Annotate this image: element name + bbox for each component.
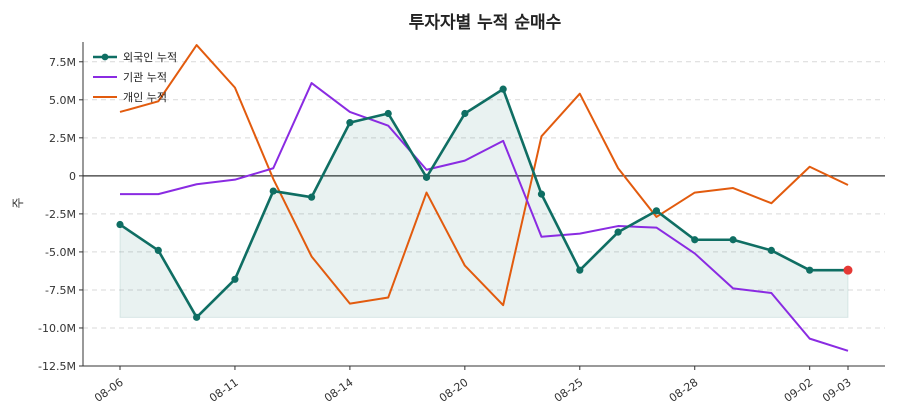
- series-lines: [116, 44, 853, 352]
- y-tick-label: -2.5M: [45, 208, 76, 221]
- data-point: [652, 207, 661, 215]
- data-point: [154, 246, 162, 254]
- data-point: [422, 173, 431, 181]
- y-tick-label: -5.0M: [45, 246, 76, 259]
- y-tick-label: 2.5M: [49, 132, 76, 145]
- series-line: [119, 44, 849, 307]
- x-tick-label: 09-03: [820, 376, 854, 405]
- y-tick-label: 5.0M: [49, 94, 76, 107]
- y-tick-label: -12.5M: [38, 360, 76, 373]
- data-point: [307, 193, 316, 201]
- x-tick-label: 08-28: [667, 376, 701, 405]
- x-tick-label: 08-20: [437, 376, 471, 405]
- chart-title: 투자자별 누적 순매수: [409, 13, 562, 33]
- legend-label: 기관 누적: [123, 71, 167, 84]
- data-point: [499, 85, 507, 93]
- x-tick-label: 09-02: [782, 376, 816, 405]
- y-tick-label: -7.5M: [45, 284, 76, 297]
- data-point: [576, 266, 584, 274]
- data-point: [806, 266, 814, 274]
- data-point: [231, 275, 239, 283]
- x-tick-label: 08-11: [207, 376, 241, 405]
- data-point: [614, 228, 622, 236]
- data-point: [384, 109, 392, 118]
- data-point: [843, 265, 853, 275]
- data-point: [461, 109, 469, 118]
- data-point: [767, 246, 775, 254]
- y-tick-label: 7.5M: [49, 56, 76, 69]
- series-line: [119, 87, 848, 319]
- data-point: [537, 190, 546, 198]
- fill-band: [119, 88, 849, 319]
- legend-label: 외국인 누적: [123, 51, 177, 64]
- y-axis-label: 주: [11, 197, 25, 208]
- x-tick-label: 08-14: [322, 376, 356, 405]
- legend-label: 개인 누적: [123, 91, 167, 104]
- data-point: [729, 236, 737, 244]
- series-line: [120, 82, 849, 352]
- y-tick-label: 0: [69, 170, 76, 183]
- data-point: [691, 236, 699, 244]
- data-point: [116, 220, 124, 229]
- data-point: [269, 187, 277, 195]
- legend-marker: [101, 53, 109, 61]
- x-tick-label: 08-25: [552, 376, 586, 405]
- y-tick-label: -10.0M: [38, 322, 76, 335]
- axes: [79, 42, 885, 370]
- data-point: [193, 313, 201, 321]
- fill-area: [119, 88, 849, 319]
- x-tick-label: 08-06: [92, 376, 126, 405]
- data-point: [346, 119, 354, 127]
